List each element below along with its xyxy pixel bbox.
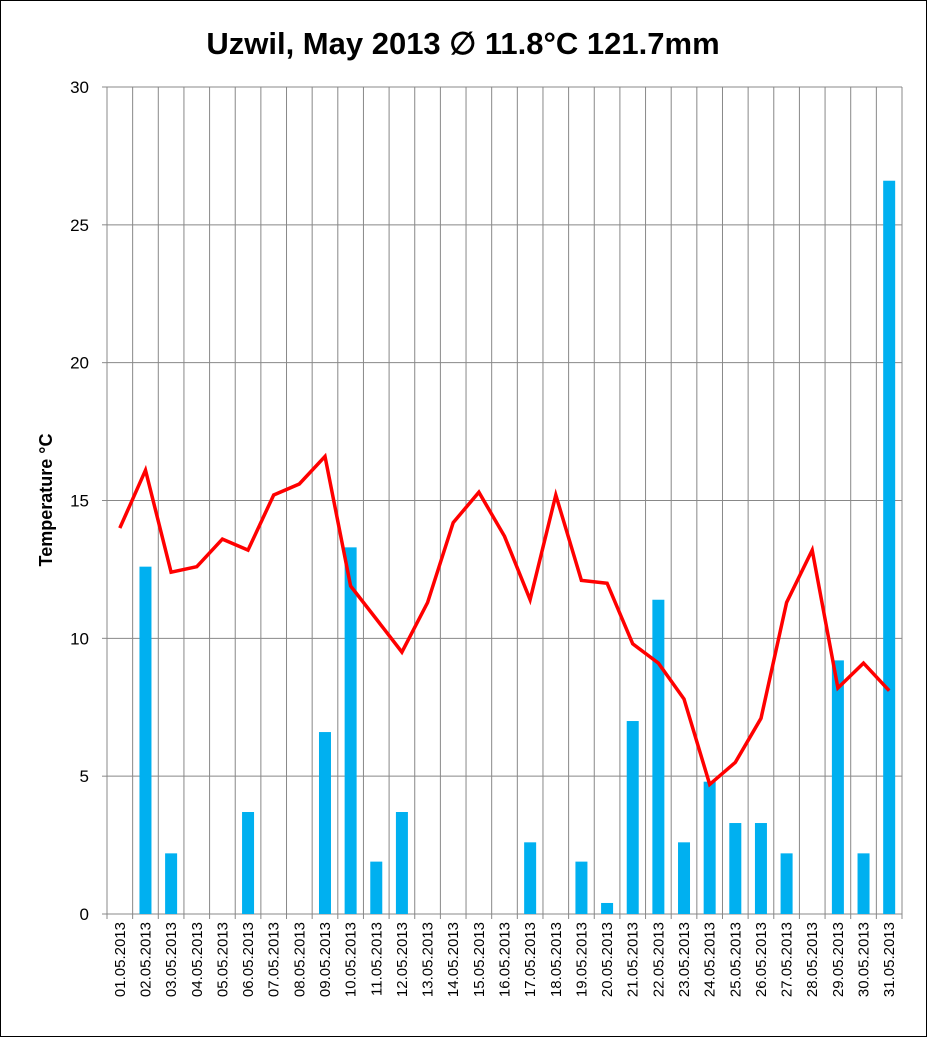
y-axis-label: Temperature °C [36,434,56,567]
precipitation-bar [626,721,639,914]
y-tick-label: 20 [70,354,89,373]
x-tick-label: 01.05.2013 [112,922,129,997]
x-tick-label: 04.05.2013 [189,922,206,997]
precipitation-bar [678,842,691,914]
x-tick-label: 06.05.2013 [240,922,257,997]
precipitation-bar [883,180,896,914]
x-tick-label: 13.05.2013 [420,922,437,997]
precipitation-bar [165,853,178,914]
x-tick-label: 10.05.2013 [343,922,360,997]
precipitation-bar [703,781,716,914]
x-tick-label: 05.05.2013 [214,922,231,997]
x-tick-label: 08.05.2013 [291,922,308,997]
x-tick-label: 15.05.2013 [471,922,488,997]
gridlines [102,86,903,919]
precipitation-bar [754,823,767,914]
x-tick-label: 22.05.2013 [650,922,667,997]
precipitation-bar [652,599,665,914]
x-tick-label: 12.05.2013 [394,922,411,997]
precipitation-bars [139,180,896,914]
x-tick-label: 28.05.2013 [804,922,821,997]
precipitation-bar [524,842,537,914]
x-tick-label: 07.05.2013 [266,922,283,997]
x-tick-label: 24.05.2013 [702,922,719,997]
x-tick-labels: 01.05.2013 02.05.2013 03.05.2013 04.05.2013… [112,922,898,997]
x-tick-label: 20.05.2013 [599,922,616,997]
precipitation-bar [780,853,793,914]
y-tick-label: 10 [70,629,89,648]
precipitation-bar [395,812,408,914]
x-tick-label: 26.05.2013 [753,922,770,997]
y-tick-labels: 0 5 10 15 20 25 30 [70,78,89,924]
x-tick-label: 25.05.2013 [727,922,744,997]
x-tick-label: 11.05.2013 [368,922,385,996]
precipitation-bar [575,861,588,914]
precipitation-bar [729,823,742,914]
x-tick-label: 27.05.2013 [779,922,796,997]
precipitation-bar [831,660,844,914]
x-tick-label: 02.05.2013 [137,922,154,997]
precipitation-bar [318,732,331,914]
y-tick-label: 5 [80,767,89,786]
precipitation-bar [344,547,357,914]
x-tick-label: 31.05.2013 [881,922,898,997]
x-tick-label: 17.05.2013 [522,922,539,997]
x-tick-label: 14.05.2013 [445,922,462,997]
precipitation-bar [857,853,870,914]
y-tick-label: 0 [80,905,89,924]
x-tick-label: 21.05.2013 [625,922,642,997]
precipitation-bar [242,812,255,914]
x-tick-label: 09.05.2013 [317,922,334,997]
y-tick-label: 30 [70,78,89,97]
x-tick-label: 30.05.2013 [856,922,873,997]
precipitation-bar [370,861,383,914]
y-tick-label: 25 [70,216,89,235]
x-tick-label: 19.05.2013 [573,922,590,997]
x-tick-label: 29.05.2013 [830,922,847,997]
x-tick-label: 16.05.2013 [497,922,514,997]
y-tick-label: 15 [70,492,89,511]
x-tick-label: 23.05.2013 [676,922,693,997]
precipitation-bar [139,566,152,914]
x-tick-label: 18.05.2013 [548,922,565,997]
chart-title: Uzwil, May 2013 ∅ 11.8°C 121.7mm [206,26,719,61]
precipitation-bar [601,902,614,914]
temperature-line-group [118,452,891,788]
x-tick-label: 03.05.2013 [163,922,180,997]
